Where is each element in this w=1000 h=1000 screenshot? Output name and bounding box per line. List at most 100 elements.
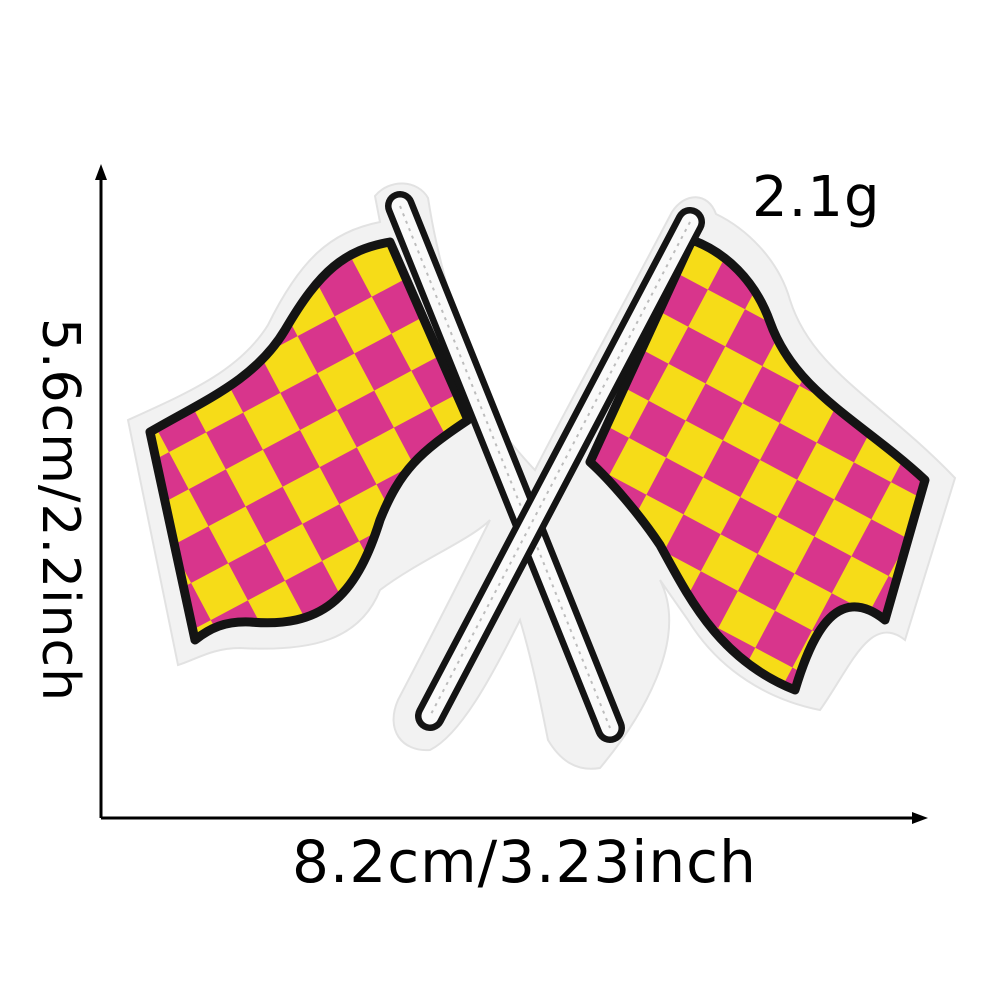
flag-check-square (466, 171, 523, 228)
flag-check-square (658, 0, 715, 45)
flag-check-square (575, 122, 632, 179)
flag-check-square (25, 699, 82, 756)
flag-check-square (915, 220, 972, 277)
flag-check-square (33, 267, 90, 324)
flag-check-square (936, 897, 993, 954)
flag-check-square (518, 104, 575, 161)
flag-check-square (523, 154, 580, 211)
flag-check-square (144, 922, 201, 979)
flag-check-square (579, 137, 636, 194)
flag-check-square (0, 306, 16, 363)
flag-check-square (901, 783, 958, 840)
flag-check-square (216, 74, 273, 131)
flag-check-square (898, 163, 955, 220)
flag-check-square (213, 694, 270, 751)
flag-check-square (327, 729, 384, 786)
flag-check-square (545, 23, 602, 80)
flag-check-square (387, 126, 444, 183)
flag-check-square (221, 262, 278, 319)
flag-check-square (251, 0, 308, 17)
flag-check-square (178, 808, 235, 865)
flag-check-square (859, 238, 916, 295)
flag-check-square (980, 635, 1000, 692)
flag-check-square (48, 830, 105, 887)
flag-check-square (562, 80, 619, 137)
flag-check-square (540, 235, 597, 292)
flag-check-square (496, 0, 553, 30)
flag-check-square (789, 10, 846, 67)
flag-check-square (500, 285, 557, 342)
flag-check-square (923, 653, 980, 710)
flag-check-square (968, 391, 1000, 448)
flag-check-square (448, 115, 505, 172)
flag-check-square (161, 865, 218, 922)
flag-check-square (313, 166, 370, 223)
flag-check-square (862, 858, 919, 915)
flag-check-square (663, 645, 720, 702)
flag-check-square (597, 193, 654, 250)
flag-check-square (256, 148, 313, 205)
flag-check-square (483, 218, 540, 275)
flag-check-square (235, 825, 292, 882)
flag-check-square (601, 6, 658, 63)
flag-check-square (938, 89, 995, 146)
flag-check-square (273, 92, 330, 149)
flag-check-square (505, 349, 562, 406)
flag-check-square (90, 284, 147, 341)
flag-check-square (330, 109, 387, 166)
flag-check-square (0, 193, 51, 250)
flag-check-square (679, 665, 736, 722)
flag-check-square (636, 119, 693, 176)
height-dimension-label: 5.6cm/2.2inch (32, 318, 88, 702)
flag-check-square (218, 882, 275, 939)
flag-check-square (985, 447, 1000, 504)
flag-check-square (0, 249, 33, 306)
flag-check-square (239, 205, 296, 262)
flag-check-square (518, 342, 575, 399)
flag-check-square (714, 779, 771, 836)
flag-check-square (287, 655, 344, 712)
flag-check-square (139, 734, 196, 791)
flag-check-square (693, 102, 750, 159)
flag-check-square (291, 35, 348, 92)
flag-check-square (404, 70, 461, 127)
flag-check-square (0, 118, 11, 175)
flag-check-square (639, 739, 696, 796)
flag-check-square (876, 294, 933, 351)
flag-check-square (11, 136, 68, 193)
flag-check-square (196, 751, 253, 808)
flag-check-square (452, 735, 509, 792)
flag-check-square (945, 522, 1000, 579)
flag-check-square (933, 277, 990, 334)
flag-check-square (540, 211, 597, 268)
flag-check-square (142, 114, 199, 171)
flag-check-square (897, 971, 954, 1000)
flag-check-square (863, 50, 920, 107)
flag-check-square (82, 716, 139, 773)
flag-check-square (0, 682, 25, 739)
flag-check-square (535, 47, 592, 104)
flag-check-square (748, 892, 805, 949)
flag-check-square (108, 227, 165, 284)
flag-check-square (125, 170, 182, 227)
flag-check-square (975, 823, 1000, 880)
flag-check-square (440, 764, 497, 821)
flag-check-square (87, 904, 144, 961)
flag-check-square (526, 774, 583, 831)
flag-check-square (732, 28, 789, 85)
flag-check-square (950, 334, 1000, 391)
flag-check-square (164, 245, 221, 302)
flag-check-square (177, 0, 234, 57)
flag-check-square (867, 670, 924, 727)
flag-check-square (819, 312, 876, 369)
flag-check-square (805, 875, 862, 932)
weight-label: 2.1g (752, 168, 881, 228)
flag-check-square (990, 260, 1000, 317)
flag-check-square (8, 756, 65, 813)
flag-check-square (100, 660, 157, 717)
flag-check-square (0, 551, 3, 608)
flag-check-square (715, 0, 772, 28)
flag-check-square (955, 146, 1000, 203)
flag-check-square (941, 709, 998, 766)
